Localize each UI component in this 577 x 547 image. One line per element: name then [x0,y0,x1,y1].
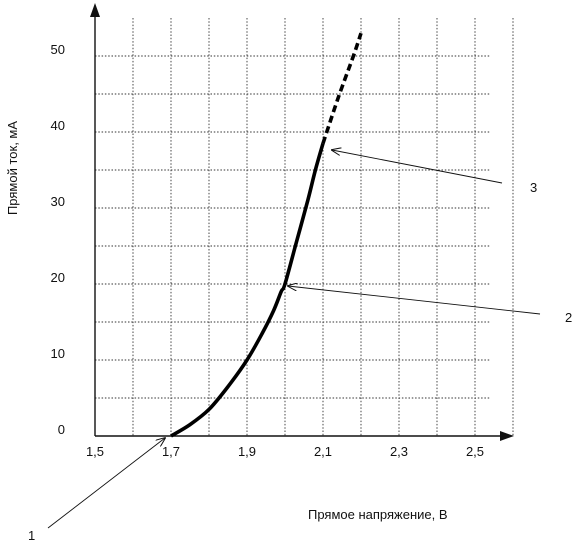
x-axis-arrow [500,431,514,441]
callout-3-label: 3 [530,180,537,195]
iv-curve-dashed-extension [321,32,363,144]
callout-3-leader [332,150,503,184]
y-tick-label: 50 [51,42,65,57]
x-tick-label: 2,5 [466,444,484,459]
grid [95,18,514,436]
iv-curve-solid [170,142,325,438]
x-tick-label: 2,3 [390,444,408,459]
y-tick-label: 40 [51,118,65,133]
y-axis-arrow [90,3,100,17]
series [170,32,363,438]
callout-1-label: 1 [28,528,35,543]
x-tick-label: 1,5 [86,444,104,459]
tick-labels: 1,5 1,7 1,9 2,1 2,3 2,5 0 10 20 30 40 50 [51,42,485,459]
y-tick-label: 10 [51,346,65,361]
x-tick-label: 1,7 [162,444,180,459]
y-tick-label: 20 [51,270,65,285]
y-tick-label: 30 [51,194,65,209]
x-tick-label: 1,9 [238,444,256,459]
x-axis-title: Прямое напряжение, В [308,507,448,522]
x-tick-label: 2,1 [314,444,332,459]
callout-2-leader [288,286,541,315]
callout-1-leader [47,438,165,529]
callouts: 1 2 3 [28,150,572,543]
axes [90,3,514,441]
y-axis-title: Прямой ток, мА [5,121,20,215]
y-tick-label: 0 [58,422,65,437]
callout-2-label: 2 [565,310,572,325]
